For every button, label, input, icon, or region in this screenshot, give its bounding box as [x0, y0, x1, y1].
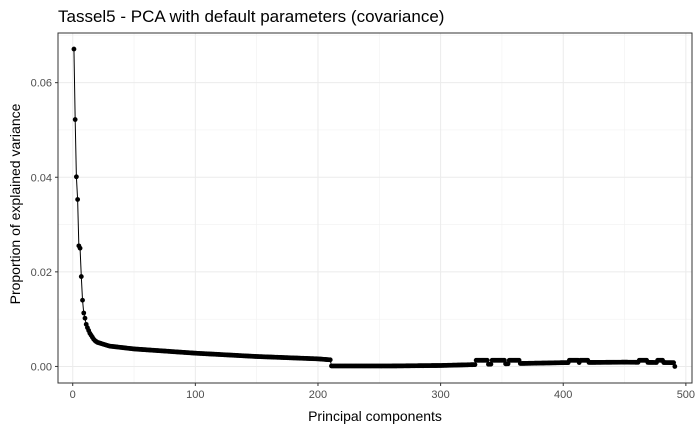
x-tick-label: 100 [186, 389, 204, 401]
data-point [72, 117, 78, 122]
data-point [488, 361, 494, 367]
data-point [75, 197, 81, 202]
data-point [672, 364, 678, 369]
data-point [671, 360, 677, 366]
x-axis-label: Principal components [308, 408, 442, 424]
data-point [71, 46, 77, 52]
y-tick-label: 0.02 [31, 267, 52, 279]
x-tick-label: 300 [431, 389, 449, 401]
x-axis-ticks: 0 100 200 300 400 500 [70, 383, 695, 401]
data-point [80, 297, 85, 303]
y-axis-ticks: 0.00 0.02 0.04 0.06 [31, 78, 58, 373]
x-tick-label: 200 [309, 389, 327, 401]
x-tick-label: 0 [70, 389, 76, 401]
y-axis-label: Proportion of explained variance [7, 103, 23, 305]
plot-border [57, 32, 693, 384]
data-point [472, 362, 478, 368]
x-tick-label: 500 [677, 389, 695, 401]
data-point [73, 174, 79, 180]
minor-gridlines [58, 33, 692, 383]
plot-panel [57, 32, 693, 384]
x-tick-label: 400 [554, 389, 572, 401]
major-gridlines [58, 33, 692, 383]
data-point [484, 357, 490, 363]
y-tick-label: 0.00 [31, 361, 52, 373]
y-tick-label: 0.06 [31, 78, 52, 90]
data-point [327, 357, 333, 363]
chart-title: Tassel5 - PCA with default parameters (c… [58, 7, 445, 26]
data-points [71, 46, 678, 369]
data-point [82, 315, 88, 321]
y-tick-label: 0.04 [31, 172, 52, 184]
data-point [77, 245, 83, 251]
data-point [81, 310, 87, 316]
data-point [78, 274, 84, 279]
